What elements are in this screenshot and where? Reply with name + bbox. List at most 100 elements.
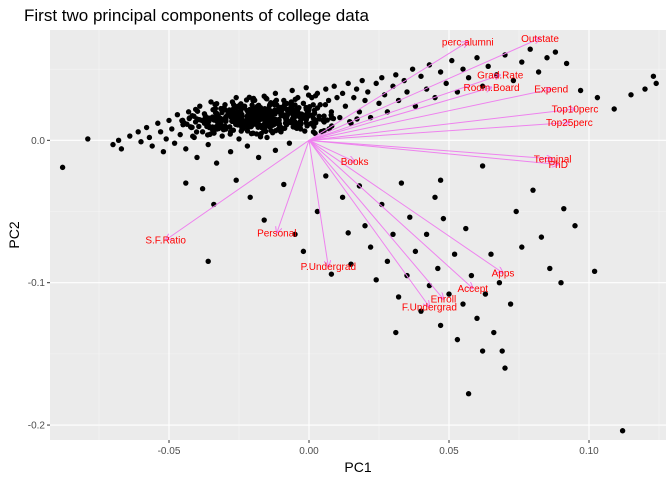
data-point (213, 160, 220, 166)
data-point (194, 108, 201, 114)
data-point (264, 96, 270, 102)
data-point (577, 87, 584, 94)
loading-label: Room.Board (463, 83, 519, 94)
data-point (143, 124, 150, 131)
data-point (278, 112, 285, 119)
data-point (253, 131, 260, 137)
y-axis-title: PC2 (6, 221, 22, 248)
data-point (177, 131, 183, 138)
loading-label: Top10perc (552, 105, 599, 116)
y-tick-label: 0.0 (31, 136, 45, 147)
data-point (237, 108, 244, 114)
data-point (423, 231, 430, 237)
observation-points (59, 46, 659, 434)
data-point (300, 100, 307, 107)
data-point (281, 125, 288, 131)
data-point (286, 140, 293, 146)
data-point (348, 261, 354, 267)
data-point (271, 120, 278, 127)
data-point (312, 93, 319, 99)
data-point (264, 120, 270, 127)
data-point (248, 123, 254, 130)
data-point (212, 105, 219, 112)
data-point (334, 94, 340, 101)
loading-arrow (308, 42, 468, 141)
data-point (135, 129, 141, 135)
data-point (227, 124, 233, 130)
data-point (209, 124, 216, 130)
data-point (412, 248, 419, 255)
data-point (337, 114, 343, 121)
data-point (255, 117, 262, 124)
loading-arrow (308, 139, 558, 164)
loading-label: Personal (257, 228, 296, 239)
data-point (201, 111, 208, 117)
data-point (171, 140, 178, 146)
data-point (226, 109, 233, 115)
data-point (314, 208, 321, 215)
data-point (323, 173, 329, 179)
data-point (284, 107, 290, 113)
x-tick-label: -0.05 (158, 446, 181, 457)
data-point (169, 126, 175, 132)
data-point (85, 136, 91, 142)
loading-arrow (308, 38, 540, 141)
data-point (443, 80, 449, 87)
data-point (288, 101, 294, 108)
data-point (345, 230, 351, 236)
data-point (166, 117, 172, 124)
data-point (237, 103, 243, 110)
loading-label: P.Undergrad (301, 262, 356, 273)
loading-label: Outstate (521, 34, 559, 45)
data-point (558, 279, 564, 286)
data-point (238, 128, 244, 134)
data-point (207, 131, 213, 138)
data-point (261, 217, 267, 223)
data-point (215, 113, 221, 119)
plot-panel (50, 30, 666, 440)
data-point (273, 97, 280, 104)
data-point (240, 120, 246, 127)
data-point (463, 225, 469, 232)
data-point (244, 116, 251, 122)
data-point (351, 94, 357, 101)
data-point (236, 136, 242, 142)
data-point (324, 117, 330, 123)
data-point (235, 112, 241, 118)
data-point (519, 244, 525, 250)
data-point (446, 291, 452, 297)
loading-arrow (308, 89, 551, 141)
data-point (183, 146, 189, 152)
data-point (322, 102, 329, 108)
data-point (440, 215, 447, 222)
data-point (353, 86, 360, 92)
data-point (212, 101, 218, 108)
data-point (379, 201, 385, 208)
data-point (272, 147, 279, 153)
loading-label: Apps (492, 269, 515, 280)
data-point (183, 180, 189, 186)
data-point (393, 329, 399, 336)
data-point (190, 133, 196, 139)
data-point (449, 57, 455, 64)
data-point (395, 294, 402, 300)
data-point (544, 55, 550, 61)
data-point (331, 83, 337, 89)
data-point (233, 119, 240, 125)
loading-labels: perc.alumni Outstate Grad.Rate Room.Board Ex… (145, 34, 598, 314)
data-point (561, 205, 567, 212)
loading-label: perc.alumni (442, 37, 494, 48)
data-point (258, 130, 264, 137)
data-point (530, 187, 536, 193)
data-point (216, 119, 223, 126)
data-point (59, 164, 66, 171)
loading-arrow (308, 75, 500, 141)
data-point (271, 107, 278, 113)
data-point (409, 66, 416, 72)
data-point (223, 115, 229, 122)
data-point (303, 84, 309, 91)
data-point (233, 177, 239, 183)
data-point (552, 49, 559, 55)
loading-arrow (166, 139, 310, 240)
